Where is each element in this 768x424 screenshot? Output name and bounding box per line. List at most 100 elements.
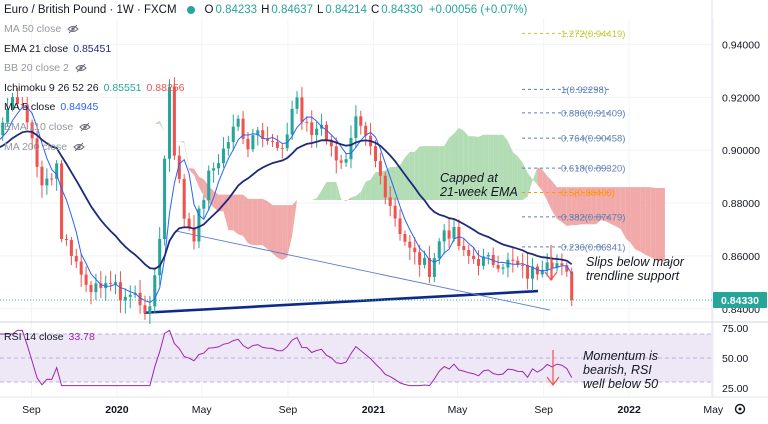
- rsi-pane: [0, 329, 712, 387]
- indicator-legend-row[interactable]: Ichimoku 9 26 52 26 0.85551 0.88256: [4, 81, 185, 95]
- hidden-eye-icon[interactable]: [79, 121, 91, 133]
- cloud-segment: [360, 181, 366, 200]
- candle-body: [217, 163, 221, 169]
- candle-body: [275, 142, 279, 148]
- cloud-segment: [238, 194, 244, 236]
- settings-gear-icon[interactable]: [734, 403, 746, 415]
- indicator-legend-row[interactable]: MA 200 close: [4, 140, 85, 154]
- time-tick-label: Sep: [22, 404, 41, 416]
- ema-annotation-line: Capped at: [440, 171, 498, 185]
- cloud-segment: [346, 197, 351, 202]
- hidden-eye-icon[interactable]: [73, 141, 85, 153]
- candle-body: [570, 271, 574, 301]
- close-key: C: [370, 4, 380, 16]
- candle-body: [148, 306, 152, 314]
- candle-body: [315, 128, 319, 136]
- candle-body: [295, 97, 299, 109]
- indicator-legend-row[interactable]: EMA 21 close 0.85451: [4, 42, 111, 56]
- cloud-segment: [606, 187, 611, 224]
- indicator-legend-row[interactable]: BB 20 close 2: [4, 61, 87, 75]
- indicator-value: 0.85451: [73, 42, 112, 55]
- cloud-segment: [404, 151, 410, 200]
- candle-body: [118, 282, 122, 301]
- candle-body: [123, 296, 127, 301]
- rsi-tick-label: 25.00: [722, 383, 748, 395]
- price-tick-label: 0.90000: [722, 145, 760, 157]
- symbol-header: Euro / British Pound · 1W · FXCM O 0.8423…: [4, 2, 531, 18]
- rsi-annotation-line: Momentum is: [583, 349, 658, 363]
- hidden-eye-icon[interactable]: [67, 23, 79, 35]
- cloud-segment: [556, 187, 562, 223]
- moving-average-lines: [0, 106, 573, 304]
- cloud-segment: [282, 205, 288, 260]
- cloud-segment: [262, 198, 268, 250]
- trendlines: [143, 230, 551, 315]
- cloud-segment: [630, 187, 636, 250]
- price-tick-label: 0.88000: [722, 198, 760, 210]
- cloud-segment: [243, 194, 248, 244]
- cloud-segment: [375, 171, 381, 200]
- candle-body: [447, 230, 451, 239]
- candle-body: [202, 200, 206, 209]
- cloud-segment: [527, 172, 533, 197]
- open-value: 0.84233: [215, 4, 258, 16]
- candle-body: [261, 130, 265, 139]
- cloud-segment: [610, 187, 616, 227]
- indicator-legend-row[interactable]: MA 50 close: [4, 22, 79, 36]
- candle-body: [467, 250, 471, 256]
- candle-body: [45, 178, 49, 186]
- cloud-segment: [483, 134, 489, 200]
- rsi-legend[interactable]: RSI 14 close 33.78: [4, 330, 95, 344]
- cloud-segment: [449, 133, 454, 200]
- indicator-value: 0.84945: [60, 101, 99, 114]
- cloud-segment: [468, 136, 474, 200]
- cloud-segment: [419, 146, 425, 200]
- cloud-segment: [478, 134, 484, 200]
- cloud-segment: [277, 205, 283, 260]
- candle-body: [521, 264, 525, 266]
- candle-body: [153, 275, 157, 307]
- cloud-segment: [179, 141, 185, 143]
- candle-body: [501, 267, 505, 269]
- candle-body: [84, 274, 88, 285]
- rsi-tick-label: 50.00: [722, 353, 748, 365]
- hidden-eye-icon[interactable]: [75, 62, 87, 74]
- symbol-title[interactable]: Euro / British Pound · 1W · FXCM: [4, 4, 177, 16]
- candle-body: [555, 263, 559, 268]
- cloud-segment: [552, 181, 557, 220]
- cloud-segment: [365, 179, 371, 200]
- cloud-segment: [189, 168, 195, 175]
- last-price-label: 0.84330: [721, 295, 759, 307]
- last-price-tag: [713, 292, 767, 309]
- candle-body: [403, 233, 407, 242]
- candle-body: [55, 163, 59, 179]
- indicator-legend-row[interactable]: EMA 110 close: [4, 120, 91, 134]
- indicator-legend-row[interactable]: MA 5 close 0.84945: [4, 100, 98, 114]
- candle-body: [30, 122, 34, 139]
- cloud-segment: [586, 187, 592, 225]
- candle-body: [540, 269, 544, 275]
- fib-level-label: 0.236(0.86341): [561, 242, 625, 253]
- candle-body: [11, 97, 15, 109]
- cloud-segment: [439, 146, 445, 200]
- cloud-segment: [650, 187, 656, 260]
- candle-body: [182, 178, 186, 219]
- indicator-value-secondary: 0.88256: [146, 81, 185, 94]
- time-tick-label: Sep: [534, 404, 553, 416]
- fibonacci-levels: 1.272(0.94419) 1(0.92298) 0.886(0.91409) 0.…: [522, 29, 625, 253]
- cloud-segment: [615, 187, 621, 230]
- cloud-segment: [198, 176, 204, 196]
- candle-body: [177, 155, 181, 179]
- cloud-segment: [252, 198, 258, 246]
- price-tick-label: 0.86000: [722, 251, 760, 263]
- candle-body: [339, 160, 343, 163]
- candle-body: [545, 262, 549, 270]
- cloud-segment: [537, 167, 543, 191]
- candle-body: [423, 257, 427, 265]
- candle-body: [334, 146, 338, 161]
- cloud-segment: [453, 127, 459, 200]
- candle-body: [163, 158, 167, 240]
